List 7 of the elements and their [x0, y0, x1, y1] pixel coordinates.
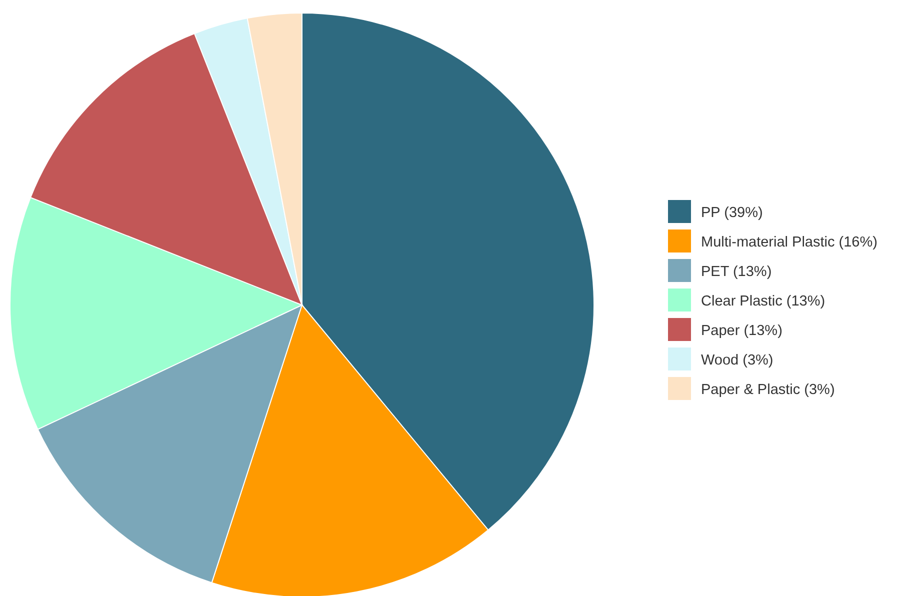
- legend-label: PP (39%): [701, 205, 763, 221]
- legend-label: Multi-material Plastic (16%): [701, 234, 878, 250]
- legend-label: Clear Plastic (13%): [701, 294, 826, 310]
- legend-label: Wood (3%): [701, 352, 774, 368]
- legend-label: Paper & Plastic (3%): [701, 382, 835, 398]
- legend-label: PET (13%): [701, 264, 772, 280]
- legend-label: Paper (13%): [701, 323, 782, 339]
